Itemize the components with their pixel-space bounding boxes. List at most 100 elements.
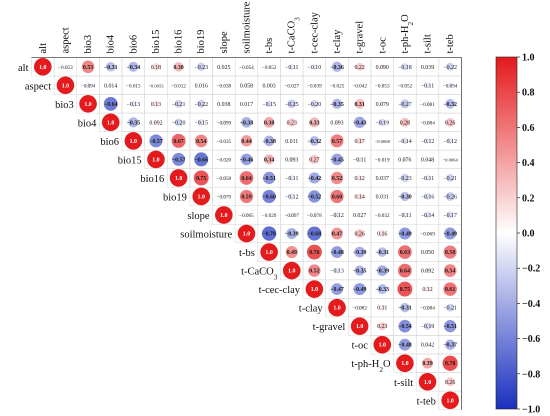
correlation-value: 0.78 (445, 361, 455, 367)
correlation-value: 0.14 (354, 194, 364, 200)
plot-border (31, 57, 462, 410)
correlation-value: −0.64 (104, 102, 118, 108)
correlation-value: −0.053 (58, 65, 73, 71)
correlation-value: 0.16 (377, 232, 387, 238)
correlation-circle (358, 213, 362, 217)
correlation-value: 1.0 (243, 232, 250, 238)
correlation-value: 1.0 (333, 306, 340, 312)
correlation-circle (402, 212, 408, 218)
correlation-value: −0.23 (194, 65, 208, 71)
correlation-value: 0.058 (240, 83, 253, 89)
correlation-circle (446, 303, 455, 312)
correlation-value: 0.75 (196, 176, 206, 182)
correlation-value: −0.31 (104, 65, 118, 71)
row-label: bio4 (78, 118, 97, 129)
correlation-circle (310, 99, 319, 108)
correlation-circle (177, 84, 180, 87)
correlation-circle (288, 63, 295, 70)
correlation-value: −0.053 (375, 83, 390, 89)
correlation-circle (380, 83, 385, 88)
correlation-circle (356, 193, 363, 200)
correlation-value: 0.027 (353, 213, 366, 219)
correlation-value: 0.64 (400, 269, 410, 275)
correlation-value: −0.20 (172, 120, 186, 126)
correlation-circle (424, 82, 431, 89)
correlation-value: −0.13 (127, 102, 141, 108)
correlation-circle (288, 175, 295, 181)
correlation-circle (449, 158, 451, 161)
correlation-circle (287, 118, 296, 127)
correlation-value: −0.027 (284, 83, 299, 89)
correlation-value: −0.052 (398, 83, 413, 89)
colorbar-tick-label: −0.4 (522, 299, 540, 310)
column-label: bio16 (174, 30, 185, 54)
correlation-circle (330, 189, 344, 204)
correlation-value: −0.14 (421, 213, 435, 219)
correlation-value: −0.35 (353, 269, 367, 275)
correlation-circle (197, 99, 206, 108)
correlation-value: 1.0 (379, 343, 386, 349)
correlation-value: −0.68 (308, 232, 322, 238)
correlation-value: 0.26 (445, 380, 455, 386)
correlation-circle (244, 64, 249, 69)
row-label: bio19 (163, 192, 187, 203)
correlation-value: 0.037 (376, 176, 389, 182)
correlation-value: −0.17 (443, 213, 457, 219)
correlation-value: 1.0 (311, 287, 318, 293)
correlation-circle (334, 212, 340, 218)
correlation-circle (309, 136, 320, 146)
row-label: t-cec-clay (259, 285, 301, 296)
correlation-circle (443, 264, 457, 277)
correlation-value: −0.31 (398, 306, 412, 312)
column-label: t-ph-H2O (400, 14, 415, 54)
correlation-circle (237, 224, 256, 243)
correlation-value: 0.18 (151, 65, 161, 71)
correlation-value: 0.54 (196, 139, 206, 145)
correlation-circle (445, 117, 455, 127)
correlation-value: 1.0 (175, 176, 182, 182)
row-label: alt (18, 63, 29, 74)
correlation-value: −0.15 (194, 120, 208, 126)
correlation-value: −0.0064 (443, 157, 459, 162)
correlation-circle (174, 118, 183, 127)
correlation-value: 1.0 (446, 398, 453, 404)
correlation-circle (312, 83, 317, 87)
correlation-circle (239, 171, 254, 185)
correlation-value: −0.18 (398, 65, 412, 71)
colorbar-tick-label: −0.8 (522, 369, 540, 380)
correlation-value: −0.11 (398, 213, 411, 219)
correlation-value: −0.082 (352, 306, 367, 312)
row-label: t-CaCO3 (241, 267, 278, 282)
correlation-value: −0.035 (217, 139, 232, 145)
colorbar-tick-label: 0.8 (522, 88, 535, 99)
correlation-value: −0.14 (398, 139, 412, 145)
correlation-value: 0.079 (376, 102, 389, 108)
correlation-circle (353, 116, 366, 128)
correlation-value: 0.031 (376, 194, 389, 200)
correlation-circle (330, 171, 344, 185)
correlation-circle (447, 137, 454, 144)
correlation-value: −0.52 (308, 194, 322, 200)
correlation-circle (400, 302, 410, 313)
correlation-circle (81, 60, 95, 74)
correlation-circle (445, 192, 455, 201)
correlation-circle (331, 61, 343, 72)
correlation-value: −0.029 (262, 213, 277, 219)
correlation-value: 0.11 (377, 306, 387, 312)
correlation-value: −0.57 (149, 139, 163, 145)
correlation-value: −0.49 (353, 287, 367, 293)
correlation-circle (331, 98, 343, 109)
correlation-circle (240, 153, 253, 166)
correlation-value: 1.0 (288, 269, 295, 275)
correlation-value: −0.49 (398, 232, 412, 238)
correlation-value: 0.28 (400, 120, 410, 126)
correlation-circle (79, 95, 97, 113)
correlation-value: 0.014 (104, 83, 117, 89)
correlation-circle (379, 101, 385, 107)
correlation-circle (215, 206, 233, 224)
correlation-value: −0.12 (285, 194, 299, 200)
correlation-circle (418, 373, 437, 391)
correlation-circle (353, 283, 366, 296)
correlation-value: −0.099 (217, 120, 232, 126)
correlation-circle (424, 193, 431, 200)
